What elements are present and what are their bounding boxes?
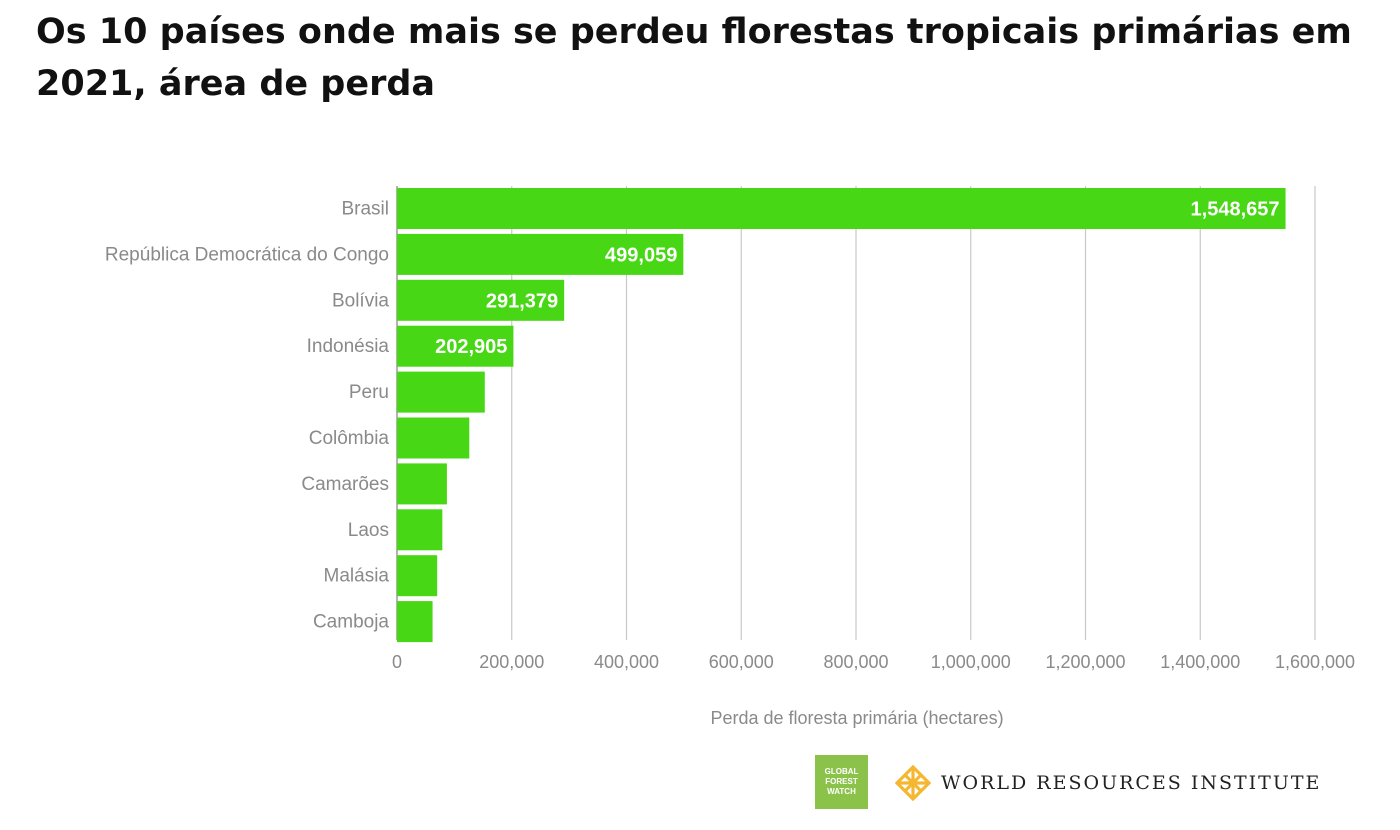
category-label: República Democrática do Congo	[105, 244, 389, 265]
x-tick-label: 1,400,000	[1160, 652, 1240, 672]
data-label: 202,905	[435, 336, 507, 358]
gfw-logo-line: GLOBAL	[824, 767, 859, 776]
chart-title: Os 10 países onde mais se perdeu florest…	[36, 12, 1352, 104]
footer-logos: GLOBAL FOREST WATCH WORLD RESOURCES INST…	[815, 755, 1375, 811]
category-labels: Brasil República Democrática do Congo Bolí…	[105, 199, 390, 633]
wri-lattice-icon	[895, 765, 931, 801]
category-label: Camarões	[301, 474, 389, 495]
data-label: 1,548,657	[1191, 199, 1280, 221]
bar	[397, 233, 684, 275]
category-label: Bolívia	[332, 290, 389, 311]
bar	[397, 188, 1286, 229]
bar	[397, 325, 514, 367]
x-tick-label: 800,000	[823, 652, 888, 672]
x-tick-label: 1,200,000	[1045, 652, 1125, 672]
x-tick-label: 200,000	[479, 652, 544, 672]
bar-chart: Brasil República Democrática do Congo Bolí…	[105, 186, 1355, 728]
x-axis-label: Perda de floresta primária (hectares)	[710, 708, 1003, 728]
data-label: 291,379	[486, 290, 558, 312]
value-labels: 1,548,657 499,059 291,379 202,905	[435, 199, 1279, 359]
global-forest-watch-logo: GLOBAL FOREST WATCH	[815, 755, 868, 809]
data-label: 499,059	[605, 244, 677, 266]
gfw-logo-line: WATCH	[827, 787, 856, 796]
category-label: Peru	[349, 382, 389, 403]
x-tick-label: 0	[392, 652, 402, 672]
x-tick-label: 400,000	[594, 652, 659, 672]
category-label: Camboja	[313, 612, 389, 633]
category-label: Brasil	[341, 199, 389, 220]
category-label: Colômbia	[309, 428, 390, 449]
x-tick-label: 1,000,000	[931, 652, 1011, 672]
category-label: Indonésia	[307, 336, 390, 357]
x-tick-label: 600,000	[709, 652, 774, 672]
bar	[397, 555, 438, 597]
bar	[397, 463, 447, 505]
gfw-logo-line: FOREST	[825, 777, 858, 786]
bars-group	[397, 188, 1286, 643]
wri-wordmark: WORLD RESOURCES INSTITUTE	[941, 772, 1322, 794]
x-tick-labels: 0 200,000 400,000 600,000 800,000 1,000,000 1,…	[392, 652, 1355, 672]
bar	[397, 601, 433, 643]
bar	[397, 371, 485, 413]
bar	[397, 417, 470, 459]
bar	[397, 279, 565, 321]
x-tick-label: 1,600,000	[1275, 652, 1355, 672]
category-label: Malásia	[324, 566, 390, 587]
bar	[397, 509, 443, 551]
category-label: Laos	[348, 520, 389, 541]
